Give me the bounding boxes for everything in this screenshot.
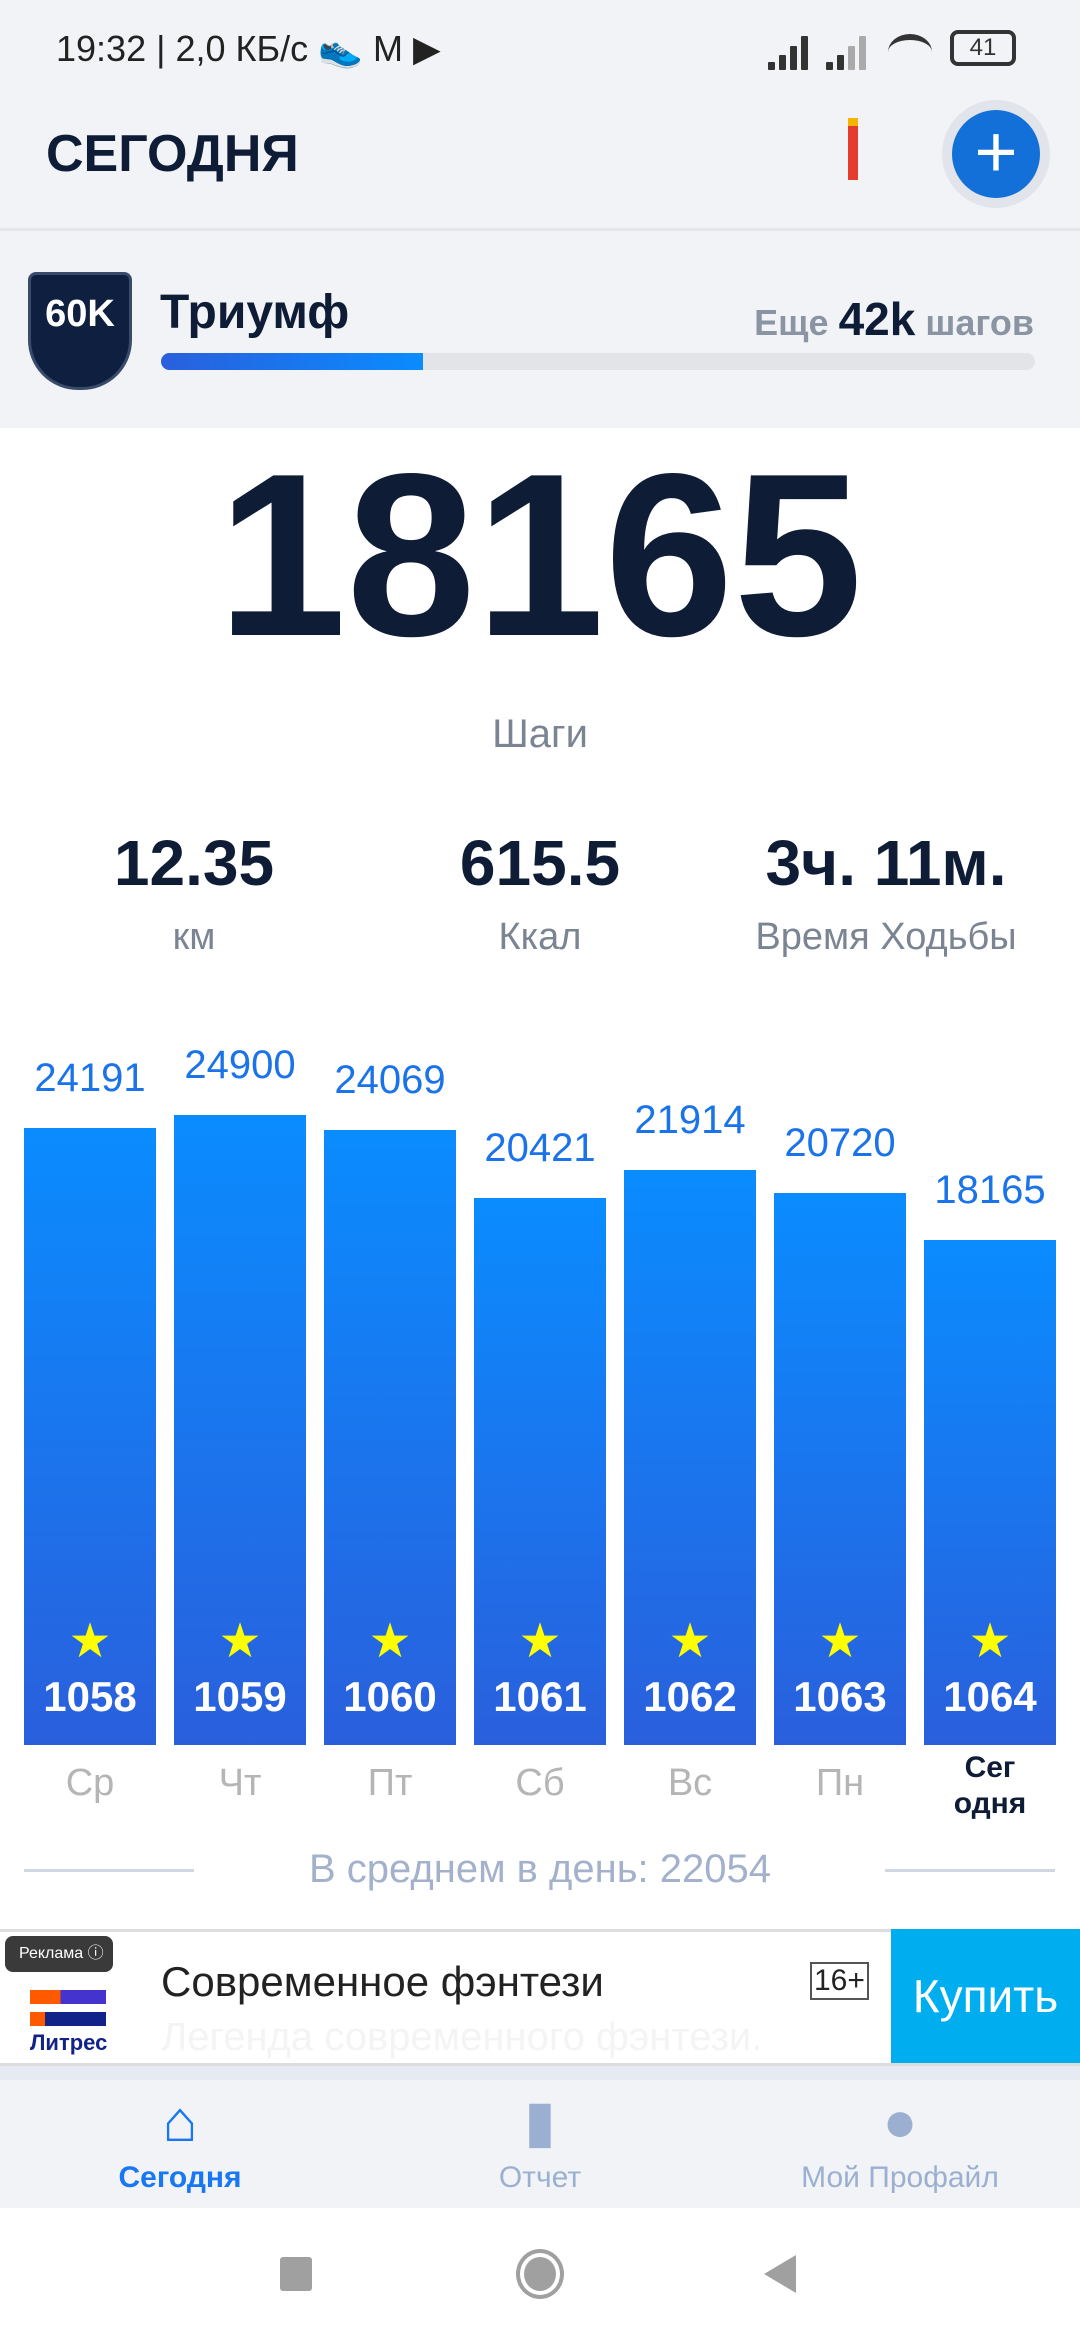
bar-value: 20421 bbox=[484, 1126, 596, 1171]
add-button[interactable]: + bbox=[952, 110, 1040, 198]
star-icon: ★ bbox=[518, 1615, 562, 1668]
stat-label: км bbox=[172, 916, 216, 958]
day-label: Пт bbox=[367, 1762, 413, 1804]
battery-icon: 41 bbox=[950, 30, 1016, 66]
bar-1[interactable] bbox=[174, 1114, 306, 1745]
bar-badge-number: 1058 bbox=[43, 1673, 137, 1720]
star-icon: ★ bbox=[668, 1615, 712, 1668]
divider bbox=[885, 1869, 1055, 1872]
bar-value: 24900 bbox=[184, 1042, 296, 1087]
remaining-steps: Еще 42k шагов bbox=[754, 293, 1034, 345]
bar-5[interactable] bbox=[774, 1192, 906, 1745]
stat-value: 615.5 bbox=[459, 827, 621, 899]
ad-logo bbox=[30, 2012, 106, 2026]
stat-value: 12.35 bbox=[113, 827, 275, 899]
ad-buy-button[interactable]: Купить bbox=[891, 1929, 1080, 2063]
bar-badge-number: 1063 bbox=[793, 1673, 887, 1720]
achievement-name: Триумф bbox=[160, 286, 350, 339]
steps-count: 18165 bbox=[217, 426, 863, 685]
day-label: Пн bbox=[815, 1762, 865, 1804]
nav-label: Сегодня bbox=[118, 2161, 242, 2194]
daily-average: В среднем в день: 22054 bbox=[308, 1847, 772, 1891]
nav-tab-1[interactable]: ▮ Отчет bbox=[360, 2081, 720, 2208]
plus-icon: + bbox=[974, 110, 1018, 193]
nav-label: Мой Профайл bbox=[801, 2161, 999, 2194]
nav-tab-2[interactable]: ● Мой Профайл bbox=[720, 2081, 1080, 2208]
bar-0[interactable] bbox=[24, 1128, 156, 1745]
achievement-card[interactable] bbox=[0, 231, 1080, 428]
star-icon: ★ bbox=[68, 1615, 112, 1668]
achievement-progress bbox=[161, 353, 1035, 370]
wifi-icon bbox=[888, 34, 932, 70]
divider bbox=[24, 1869, 194, 1872]
bar-value: 24191 bbox=[34, 1056, 146, 1101]
star-icon: ★ bbox=[218, 1615, 262, 1668]
home-button[interactable] bbox=[516, 2249, 564, 2299]
signal-icon-2 bbox=[826, 36, 870, 70]
bar-value: 18165 bbox=[934, 1168, 1046, 1213]
stat-label: Время Ходьбы bbox=[755, 916, 1017, 958]
day-label: Сб bbox=[515, 1762, 565, 1804]
age-rating: 16+ bbox=[810, 1962, 869, 2000]
bar-badge-number: 1060 bbox=[343, 1673, 437, 1720]
page-title: СЕГОДНЯ bbox=[46, 125, 299, 183]
back-button[interactable] bbox=[764, 2255, 796, 2293]
status-time: 19:32 | 2,0 КБ/с 👟 M ▶ bbox=[56, 28, 441, 69]
day-label: Вс bbox=[667, 1762, 713, 1804]
gift-icon[interactable] bbox=[848, 118, 858, 180]
stat-value: 3ч. 11м. bbox=[765, 827, 1007, 899]
ad-tag[interactable]: Реклама ⓘ bbox=[5, 1936, 113, 1972]
star-icon: ★ bbox=[818, 1615, 862, 1668]
day-label: Ср bbox=[65, 1762, 115, 1804]
bar-2[interactable] bbox=[324, 1130, 456, 1745]
ad-logo bbox=[30, 1990, 106, 2004]
star-icon: ★ bbox=[968, 1615, 1012, 1668]
signal-icon bbox=[768, 36, 812, 70]
bar-value: 21914 bbox=[634, 1098, 746, 1143]
bar-6[interactable] bbox=[924, 1240, 1056, 1745]
day-label: Сег одня bbox=[953, 1751, 1027, 1820]
bottom-nav bbox=[0, 2066, 1080, 2208]
bar-3[interactable] bbox=[474, 1198, 606, 1745]
ad-title: Современное фэнтези bbox=[161, 1958, 604, 2005]
star-icon: ★ bbox=[368, 1615, 412, 1668]
day-label: Чт bbox=[218, 1762, 262, 1804]
bar-chart-icon: ▮ bbox=[524, 2089, 556, 2154]
achievement-badge: 60K bbox=[28, 272, 132, 390]
bar-4[interactable] bbox=[624, 1170, 756, 1745]
stat-label: Ккал bbox=[498, 916, 582, 958]
nav-tab-0[interactable]: ⌂ Сегодня bbox=[0, 2081, 360, 2208]
bar-value: 20720 bbox=[784, 1120, 896, 1165]
notification-icons: 👟 M ▶ bbox=[318, 28, 441, 69]
recents-button[interactable] bbox=[280, 2257, 312, 2291]
bar-badge-number: 1061 bbox=[493, 1673, 587, 1720]
bar-badge-number: 1064 bbox=[943, 1673, 1037, 1720]
ad-brand: Литрес bbox=[30, 2030, 108, 2055]
person-icon: ● bbox=[882, 2089, 918, 2154]
home-icon: ⌂ bbox=[162, 2089, 198, 2154]
bar-value: 24069 bbox=[334, 1058, 446, 1103]
nav-label: Отчет bbox=[498, 2161, 582, 2194]
ad-subtitle: Легенда современного фэнтези. bbox=[161, 2015, 763, 2059]
steps-label: Шаги bbox=[492, 712, 588, 756]
bar-badge-number: 1062 bbox=[643, 1673, 737, 1720]
bar-badge-number: 1059 bbox=[193, 1673, 287, 1720]
